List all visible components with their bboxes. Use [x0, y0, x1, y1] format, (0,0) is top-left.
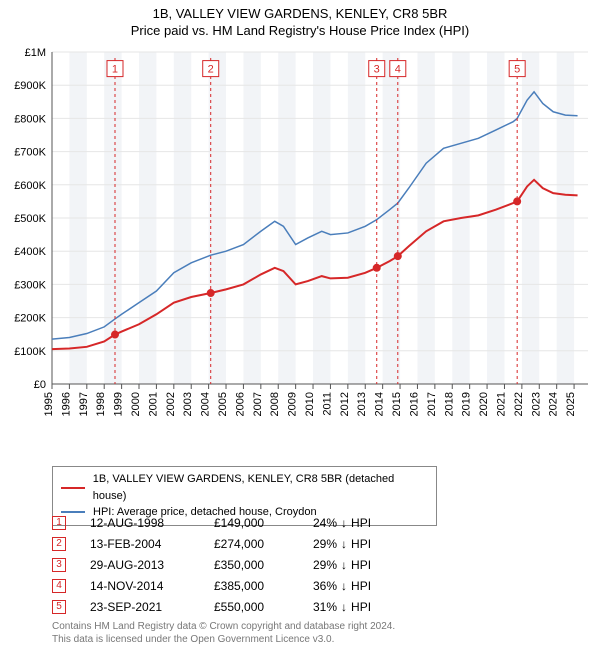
svg-text:2014: 2014: [374, 392, 386, 416]
transaction-price: £550,000: [214, 600, 289, 614]
svg-text:2004: 2004: [200, 392, 212, 416]
title-address: 1B, VALLEY VIEW GARDENS, KENLEY, CR8 5BR: [0, 6, 600, 21]
transaction-hpi: 29% ↓ HPI: [313, 558, 371, 572]
arrow-down-icon: ↓: [341, 537, 347, 551]
svg-text:2023: 2023: [530, 392, 542, 416]
transaction-date: 23-SEP-2021: [90, 600, 190, 614]
svg-text:£600K: £600K: [14, 180, 46, 192]
transaction-marker: 1: [52, 516, 66, 530]
svg-text:2010: 2010: [304, 392, 316, 416]
svg-text:1: 1: [112, 64, 118, 76]
transaction-row: 1 12-AUG-1998 £149,000 24% ↓ HPI: [52, 512, 371, 533]
transaction-hpi: 31% ↓ HPI: [313, 600, 371, 614]
legend-swatch-property: [61, 487, 85, 489]
svg-text:2: 2: [208, 64, 214, 76]
legend-row-property: 1B, VALLEY VIEW GARDENS, KENLEY, CR8 5BR…: [61, 471, 428, 504]
svg-text:5: 5: [514, 64, 520, 76]
transaction-row: 2 13-FEB-2004 £274,000 29% ↓ HPI: [52, 533, 371, 554]
svg-text:2002: 2002: [165, 392, 177, 416]
arrow-down-icon: ↓: [341, 516, 347, 530]
svg-text:£700K: £700K: [14, 147, 46, 159]
svg-text:1995: 1995: [43, 392, 55, 416]
chart-area: £0 £100K £200K £300K £400K £500K £600K £700K £80…: [0, 44, 600, 439]
svg-text:£500K: £500K: [14, 213, 46, 225]
svg-text:2013: 2013: [356, 392, 368, 416]
svg-text:£200K: £200K: [14, 313, 46, 325]
svg-text:2022: 2022: [513, 392, 525, 416]
svg-text:2012: 2012: [339, 392, 351, 416]
titles: 1B, VALLEY VIEW GARDENS, KENLEY, CR8 5BR…: [0, 0, 600, 38]
footer: Contains HM Land Registry data © Crown c…: [52, 620, 395, 646]
transaction-row: 5 23-SEP-2021 £550,000 31% ↓ HPI: [52, 596, 371, 617]
svg-text:2011: 2011: [321, 392, 333, 416]
svg-text:2003: 2003: [182, 392, 194, 416]
footer-line2: This data is licensed under the Open Gov…: [52, 633, 395, 646]
svg-text:£1M: £1M: [25, 47, 46, 59]
svg-text:2021: 2021: [495, 392, 507, 416]
chart-container: 1B, VALLEY VIEW GARDENS, KENLEY, CR8 5BR…: [0, 0, 600, 650]
svg-text:2015: 2015: [391, 392, 403, 416]
svg-text:2001: 2001: [147, 392, 159, 416]
transaction-hpi: 24% ↓ HPI: [313, 516, 371, 530]
svg-text:£900K: £900K: [14, 80, 46, 92]
svg-text:£800K: £800K: [14, 113, 46, 125]
svg-text:£100K: £100K: [14, 346, 46, 358]
svg-text:2025: 2025: [565, 392, 577, 416]
transaction-marker: 3: [52, 558, 66, 572]
svg-text:2024: 2024: [548, 392, 560, 416]
transaction-marker: 5: [52, 600, 66, 614]
svg-text:2005: 2005: [217, 392, 229, 416]
transaction-marker: 2: [52, 537, 66, 551]
svg-text:2016: 2016: [408, 392, 420, 416]
transaction-marker: 4: [52, 579, 66, 593]
svg-text:1997: 1997: [78, 392, 90, 416]
svg-text:2007: 2007: [252, 392, 264, 416]
transactions-table: 1 12-AUG-1998 £149,000 24% ↓ HPI 2 13-FEB-200…: [52, 512, 371, 617]
svg-text:2009: 2009: [287, 392, 299, 416]
transaction-date: 12-AUG-1998: [90, 516, 190, 530]
transaction-date: 13-FEB-2004: [90, 537, 190, 551]
svg-text:2000: 2000: [130, 392, 142, 416]
svg-text:2008: 2008: [269, 392, 281, 416]
transaction-price: £350,000: [214, 558, 289, 572]
arrow-down-icon: ↓: [341, 600, 347, 614]
svg-text:£0: £0: [34, 379, 46, 391]
arrow-down-icon: ↓: [341, 579, 347, 593]
legend-label-property: 1B, VALLEY VIEW GARDENS, KENLEY, CR8 5BR…: [93, 471, 428, 504]
transaction-price: £385,000: [214, 579, 289, 593]
svg-text:£300K: £300K: [14, 279, 46, 291]
arrow-down-icon: ↓: [341, 558, 347, 572]
svg-text:2017: 2017: [426, 392, 438, 416]
svg-text:1999: 1999: [113, 392, 125, 416]
svg-text:2018: 2018: [443, 392, 455, 416]
transaction-row: 4 14-NOV-2014 £385,000 36% ↓ HPI: [52, 575, 371, 596]
title-sub: Price paid vs. HM Land Registry's House …: [0, 23, 600, 38]
svg-text:4: 4: [395, 64, 401, 76]
svg-text:2019: 2019: [461, 392, 473, 416]
svg-text:2020: 2020: [478, 392, 490, 416]
svg-text:2006: 2006: [234, 392, 246, 416]
footer-line1: Contains HM Land Registry data © Crown c…: [52, 620, 395, 633]
svg-text:3: 3: [374, 64, 380, 76]
chart-svg: £0 £100K £200K £300K £400K £500K £600K £700K £80…: [0, 44, 600, 439]
transaction-date: 14-NOV-2014: [90, 579, 190, 593]
transaction-hpi: 36% ↓ HPI: [313, 579, 371, 593]
transaction-price: £274,000: [214, 537, 289, 551]
transaction-price: £149,000: [214, 516, 289, 530]
transaction-hpi: 29% ↓ HPI: [313, 537, 371, 551]
transaction-date: 29-AUG-2013: [90, 558, 190, 572]
transaction-row: 3 29-AUG-2013 £350,000 29% ↓ HPI: [52, 554, 371, 575]
svg-text:1998: 1998: [95, 392, 107, 416]
svg-text:1996: 1996: [60, 392, 72, 416]
svg-text:£400K: £400K: [14, 246, 46, 258]
